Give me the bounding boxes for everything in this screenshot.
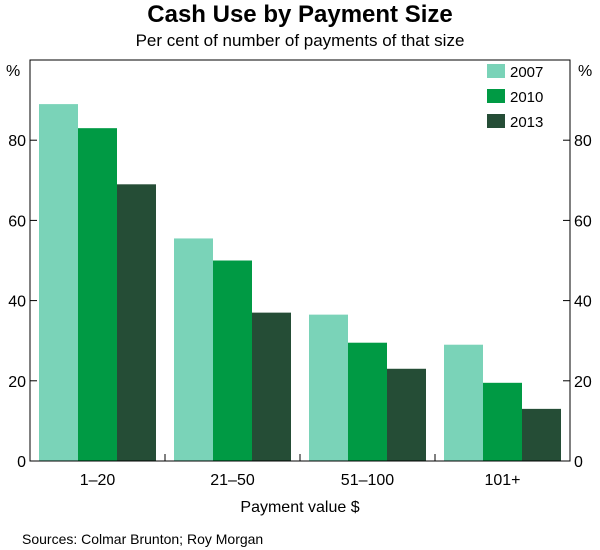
tick-group: 0 0 20 20 40 40 60 60 80 80 1–20 21–50 51–100 101+ xyxy=(8,133,592,489)
bar-2007-3 xyxy=(309,314,348,461)
y-tick-label-right: 40 xyxy=(574,294,592,311)
bar-2013-3 xyxy=(387,368,426,461)
legend-swatch-2007 xyxy=(487,64,505,78)
legend-label-2010: 2010 xyxy=(510,89,543,106)
y-tick-label-right: 20 xyxy=(574,374,592,391)
x-tick-label: 101+ xyxy=(484,472,520,489)
bar-2013-4 xyxy=(522,408,561,461)
chart-subtitle: Per cent of number of payments of that s… xyxy=(135,31,465,50)
legend: 2007 2010 2013 xyxy=(487,64,543,131)
bar-2010-1 xyxy=(78,128,117,462)
y-tick-label-left: 40 xyxy=(8,294,26,311)
legend-label-2013: 2013 xyxy=(510,114,543,131)
x-tick-label: 21–50 xyxy=(210,472,255,489)
bar-2010-4 xyxy=(483,382,522,461)
y-tick-label-left: 0 xyxy=(17,454,26,471)
y-tick-label-right: 60 xyxy=(574,213,592,230)
chart-title: Cash Use by Payment Size xyxy=(147,1,453,28)
y-tick-label-right: 80 xyxy=(574,133,592,150)
bar-2007-1 xyxy=(39,104,78,462)
bar-2007-2 xyxy=(174,238,213,461)
source-note: Sources: Colmar Brunton; Roy Morgan xyxy=(22,531,264,547)
bar-2010-2 xyxy=(213,260,252,461)
y-tick-label-left: 60 xyxy=(8,213,26,230)
y-tick-label-left: 80 xyxy=(8,133,26,150)
bar-2010-3 xyxy=(348,342,387,461)
y-axis-unit-right: % xyxy=(578,63,592,80)
bar-2013-1 xyxy=(117,184,156,461)
y-tick-label-left: 20 xyxy=(8,374,26,391)
bar-group xyxy=(39,104,561,462)
x-axis-title: Payment value $ xyxy=(240,499,359,516)
legend-swatch-2013 xyxy=(487,114,505,128)
legend-swatch-2010 xyxy=(487,89,505,103)
y-axis-unit-left: % xyxy=(6,63,20,80)
x-tick-label: 1–20 xyxy=(80,472,116,489)
bar-2007-4 xyxy=(444,344,483,461)
y-tick-label-right: 0 xyxy=(574,454,583,471)
x-tick-label: 51–100 xyxy=(341,472,394,489)
legend-label-2007: 2007 xyxy=(510,64,543,81)
bar-2013-2 xyxy=(252,312,291,461)
